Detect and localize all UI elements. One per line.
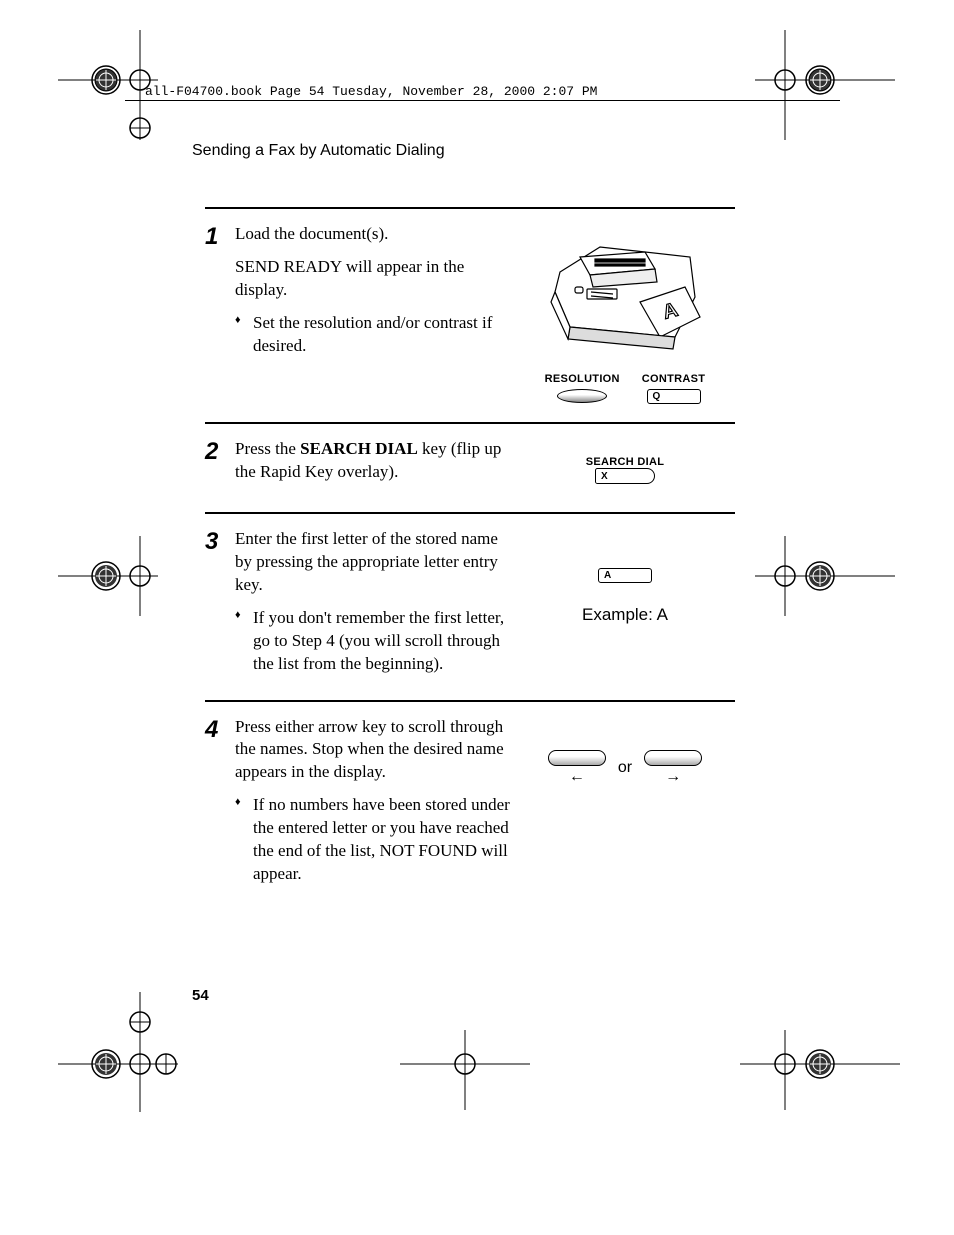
left-arrow-key-icon — [548, 750, 606, 766]
header-rule — [125, 100, 840, 101]
or-label: or — [618, 759, 632, 777]
step-number: 4 — [205, 716, 235, 742]
section-title: Sending a Fax by Automatic Dialing — [192, 142, 445, 160]
left-arrow-label: ← — [569, 768, 585, 786]
step-1: 1 Load the document(s). SEND READY will … — [205, 207, 735, 422]
step-number: 3 — [205, 528, 235, 554]
step3-bullet: If you don't remember the first letter, … — [235, 607, 515, 676]
search-dial-inner: X — [601, 471, 608, 482]
step-text: Press the SEARCH DIAL key (flip up the R… — [235, 438, 515, 494]
step-text: Load the document(s). SEND READY will ap… — [235, 223, 515, 364]
letter-a-key-icon: A — [598, 568, 652, 583]
search-dial-label: SEARCH DIAL — [586, 456, 664, 468]
step-3: 3 Enter the first letter of the stored n… — [205, 512, 735, 700]
search-dial-key-icon: X — [595, 468, 655, 484]
step2-pre: Press the — [235, 439, 300, 458]
crop-mark-tl — [58, 30, 158, 140]
step3-p1: Enter the first letter of the stored nam… — [235, 528, 515, 597]
step1-p1: Load the document(s). — [235, 223, 515, 246]
resolution-label: RESOLUTION — [545, 373, 620, 385]
step4-graphic: ← or → — [515, 716, 735, 786]
right-arrow-key-icon — [644, 750, 702, 766]
crop-mark-mr — [755, 536, 895, 616]
contrast-key-icon: Q — [647, 389, 701, 404]
right-arrow-label: → — [665, 768, 681, 786]
step2-bold: SEARCH DIAL — [300, 439, 418, 458]
step2-p1: Press the SEARCH DIAL key (flip up the R… — [235, 438, 515, 484]
step3-graphic: A Example: A — [515, 528, 735, 625]
crop-mark-br — [740, 1030, 900, 1110]
step1-p2: SEND READY will appear in the display. — [235, 256, 515, 302]
step-text: Enter the first letter of the stored nam… — [235, 528, 515, 682]
step-number: 2 — [205, 438, 235, 464]
step2-graphic: SEARCH DIAL X — [515, 438, 735, 484]
step-2: 2 Press the SEARCH DIAL key (flip up the… — [205, 422, 735, 512]
steps-container: 1 Load the document(s). SEND READY will … — [205, 207, 735, 910]
step-4: 4 Press either arrow key to scroll throu… — [205, 700, 735, 911]
letter-a-inner: A — [604, 570, 611, 581]
step4-bullet: If no numbers have been stored under the… — [235, 794, 515, 886]
step-text: Press either arrow key to scroll through… — [235, 716, 515, 893]
example-label: Example: A — [582, 605, 668, 625]
crop-mark-ml — [58, 536, 158, 616]
contrast-label: CONTRAST — [642, 373, 706, 385]
crop-mark-bc — [400, 1030, 530, 1110]
step1-graphic: A RESOLUTION CONTRAST — [515, 223, 735, 404]
step4-p1: Press either arrow key to scroll through… — [235, 716, 515, 785]
resolution-key-icon — [557, 389, 607, 403]
fax-machine-icon: A — [545, 227, 705, 367]
step1-bullet: Set the resolution and/or contrast if de… — [235, 312, 515, 358]
crop-mark-bl — [58, 992, 178, 1112]
step-number: 1 — [205, 223, 235, 249]
contrast-key-inner: Q — [653, 391, 661, 402]
page-number: 54 — [192, 987, 209, 1004]
